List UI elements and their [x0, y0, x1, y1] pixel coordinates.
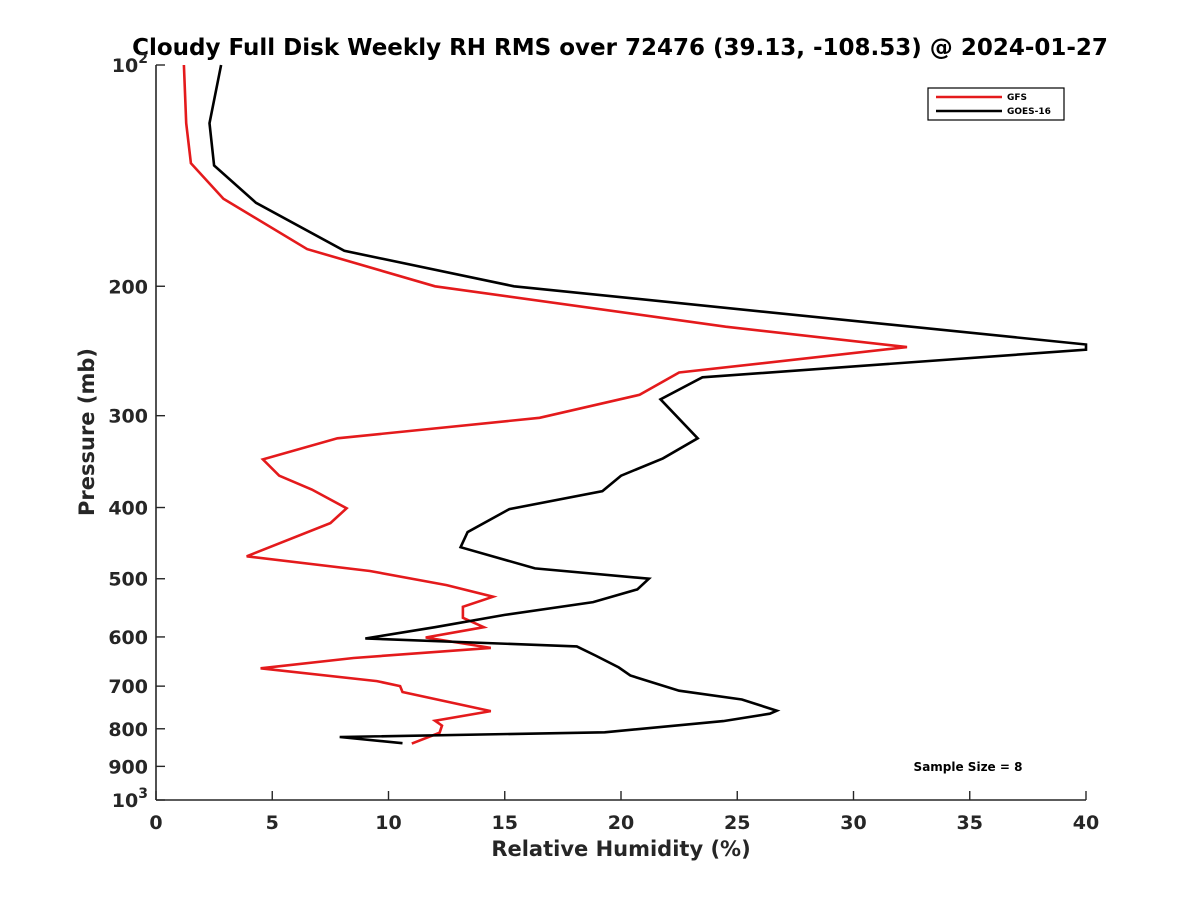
legend-box [927, 87, 1065, 121]
x-tick-label: 20 [608, 812, 634, 834]
x-tick-label: 5 [266, 812, 279, 834]
x-tick-label: 15 [492, 812, 518, 834]
y-tick-label: 600 [108, 627, 148, 649]
x-tick-label: 25 [724, 812, 750, 834]
y-tick-label: 900 [108, 756, 148, 778]
series-layer [182, 64, 1088, 745]
legend: GFS GOES-16 [927, 87, 1065, 121]
y-tick-label: 800 [108, 719, 148, 741]
series-line-goes-16 [208, 64, 1088, 745]
x-tick-label: 35 [957, 812, 983, 834]
series-line-gfs [182, 64, 908, 745]
y-tick-label: 102 [112, 51, 148, 77]
chart-title: Cloudy Full Disk Weekly RH RMS over 7247… [132, 35, 1108, 61]
sample-size-annotation: Sample Size = 8 [914, 760, 1023, 774]
x-tick-label: 0 [149, 812, 162, 834]
y-tick-label: 200 [108, 276, 148, 298]
y-tick-label: 103 [112, 786, 148, 812]
y-tick-label: 400 [108, 498, 148, 520]
axes: 0 5 10 15 20 25 30 35 40 102 200 300 400 500 600 700 800… [108, 51, 1099, 834]
x-axis-label: Relative Humidity (%) [491, 837, 750, 861]
x-tick-label: 40 [1073, 812, 1099, 834]
x-tick-label: 10 [375, 812, 401, 834]
legend-label: GFS [1007, 93, 1027, 103]
y-tick-label: 500 [108, 569, 148, 591]
y-tick-label: 300 [108, 406, 148, 428]
y-tick-label: 700 [108, 676, 148, 698]
y-axis-label: Pressure (mb) [75, 348, 99, 516]
legend-label: GOES-16 [1007, 107, 1051, 117]
x-tick-label: 30 [840, 812, 866, 834]
